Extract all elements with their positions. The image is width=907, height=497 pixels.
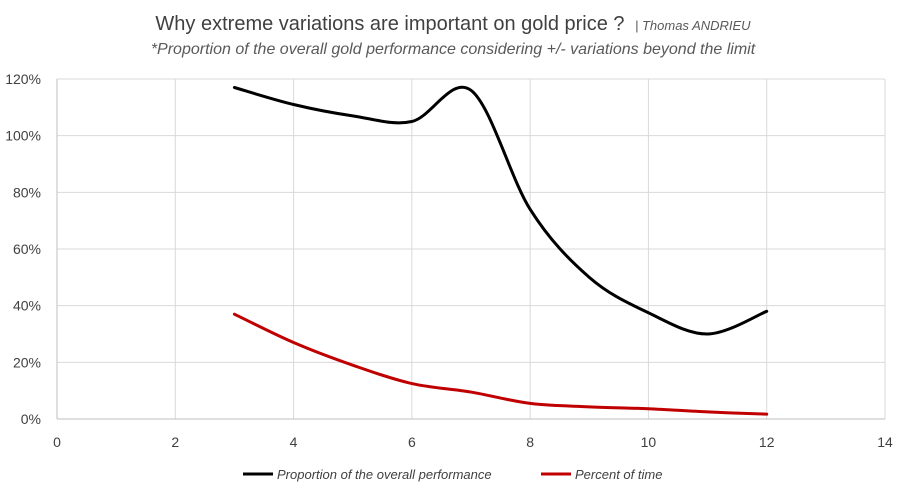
y-tick-label: 40%: [13, 298, 41, 314]
legend-label-2: Percent of time: [575, 467, 662, 482]
y-tick-label: 60%: [13, 241, 41, 257]
y-tick-label: 120%: [5, 71, 41, 87]
series-2-line: [232, 312, 769, 416]
tick-labels: 0 2 4 6 8 10 12 14 0% 20% 40% 60% 80% 100% 120%: [5, 71, 893, 450]
x-tick-label: 2: [171, 434, 179, 450]
axes: [56, 79, 885, 420]
x-tick-label: 8: [526, 434, 534, 450]
chart-title-text: Why extreme variations are important on …: [155, 13, 624, 35]
x-tick-label: 6: [408, 434, 416, 450]
x-tick-label: 0: [53, 434, 61, 450]
chart-title: Why extreme variations are important on …: [155, 13, 751, 35]
x-tick-label: 12: [759, 434, 775, 450]
y-tick-label: 80%: [13, 184, 41, 200]
legend-label-1: Proportion of the overall performance: [277, 467, 492, 482]
chart-subtitle: *Proportion of the overall gold performa…: [151, 41, 756, 58]
x-tick-label: 10: [641, 434, 657, 450]
y-tick-label: 100%: [5, 128, 41, 144]
chart-author: | Thomas ANDRIEU: [635, 18, 751, 33]
x-tick-label: 4: [290, 434, 298, 450]
y-tick-label: 0%: [21, 411, 41, 427]
series-lines: [232, 86, 769, 416]
gridlines: [57, 78, 886, 419]
legend: Proportion of the overall performance Per…: [243, 467, 662, 482]
x-tick-label: 14: [877, 434, 893, 450]
y-tick-label: 20%: [13, 354, 41, 370]
series-1-line: [232, 86, 769, 336]
